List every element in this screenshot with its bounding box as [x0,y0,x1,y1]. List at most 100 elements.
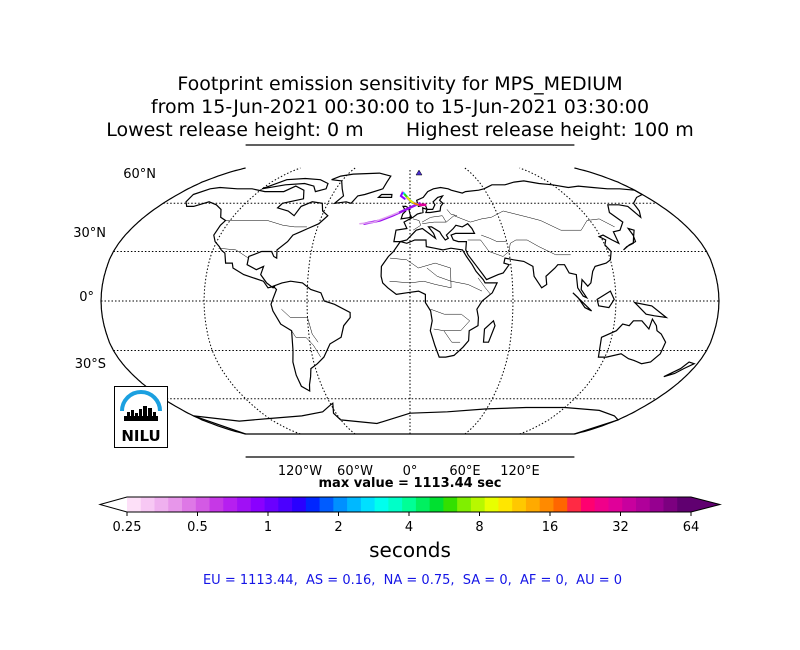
colorbar-tick-label: 64 [682,520,700,535]
coastline [623,227,637,251]
colorbar-cell [567,497,582,512]
country-border [446,209,458,216]
colorbar-cell [512,497,527,512]
colorbar-cell [429,497,444,512]
plume-segment [399,192,406,200]
colorbar-tick-label: 8 [475,520,484,535]
regional-totals: EU = 1113.44, AS = 0.16, NA = 0.75, SA =… [202,573,623,588]
colorbar-cell [347,497,362,512]
colorbar-cell [278,497,293,512]
lon-label-60e: 60°E [449,464,481,479]
coastline [596,290,615,309]
country-border [446,210,615,231]
coastline [400,205,413,220]
meridian-line [203,167,301,435]
nilu-logo-icon [120,390,162,421]
colorbar-cell [594,497,609,512]
colorbar-cell [402,497,417,512]
coastline [663,361,696,378]
colorbar-cell [525,497,541,512]
colorbar-cell [580,497,596,512]
coastline [193,402,620,435]
colorbar-tick-label: 1 [263,520,273,535]
lat-label-0: 0° [79,290,94,305]
colorbar-cell [622,497,637,512]
colorbar-cell [127,497,142,512]
colorbar-cell [484,497,499,512]
country-border [481,234,507,242]
coastline [185,185,329,289]
country-border [389,257,452,289]
country-border [225,220,307,228]
coastline [261,177,329,193]
land-outlines [185,172,696,435]
colorbar-cell [663,497,678,512]
colorbar-cell [319,497,334,512]
title-line-2: from 15-Jun-2021 00:30:00 to 15-Jun-2021… [150,96,650,118]
colorbar-cell [415,497,431,512]
colorbar-cell [305,497,320,512]
colorbar-unit-label: seconds [369,538,451,562]
coastline [597,317,667,365]
colorbar-cell [457,497,472,512]
colorbar-cell [470,497,486,512]
coastline [331,172,392,205]
coastline [482,319,496,343]
colorbar-cell [333,497,348,512]
colorbar-cell [539,497,554,512]
country-border [443,330,461,343]
plume-segment [359,211,400,225]
colorbar-cell [237,497,252,512]
colorbar-cell [292,497,307,512]
title-line-1: Footprint emission sensitivity for MPS_M… [177,73,623,95]
colorbar-tick-label: 0.25 [112,520,142,535]
lon-label-0: 0° [402,464,418,479]
country-border [218,247,249,259]
lat-label-30n: 30°N [73,226,106,241]
colorbar-cell [374,497,389,512]
colorbar-cell [140,497,155,512]
colorbar-low-extension [100,497,127,512]
colorbar-cell [553,497,568,512]
coastline [572,292,593,312]
colorbar-cell [250,497,265,512]
map-boundary [100,144,720,458]
graticule [101,167,719,435]
country-border [426,267,483,292]
country-border [467,239,571,257]
colorbar-cell [168,497,183,512]
colorbar-cell [223,497,238,512]
country-border [477,277,491,295]
colorbar-cell [677,497,692,512]
title-line-3: Lowest release height: 0 m Highest relea… [106,119,694,141]
colorbar-tick-label: 4 [404,520,414,535]
coastline [376,193,393,198]
country-border [421,215,447,224]
colorbar-tick-label: 2 [334,520,343,535]
max-value-label: max value = 1113.44 sec [318,476,502,491]
colorbar-cell [388,497,403,512]
colorbar-tick-label: 32 [612,520,629,535]
lat-label-30s: 30°S [74,357,106,372]
colorbar-cell [264,497,279,512]
country-border [291,330,321,358]
colorbar-cell [360,497,376,512]
colorbar-cell [209,497,224,512]
colorbar-cell [154,497,169,512]
colorbar-high-extension [691,497,720,512]
lon-label-120w: 120°W [277,464,323,479]
country-border [412,218,422,231]
nilu-logo-text: NILU [121,427,161,445]
nilu-logo: NILU [114,386,168,448]
colorbar-cell [608,497,623,512]
lat-label-60n: 60°N [123,167,156,182]
colorbar-tick-label: 0.5 [187,520,208,535]
coastline [380,239,499,358]
lon-label-60w: 60°W [337,464,373,479]
coastline [270,280,351,393]
colorbar-cell [635,497,651,512]
meridian-line [519,167,617,435]
colorbar-tick-label: 16 [541,520,559,535]
